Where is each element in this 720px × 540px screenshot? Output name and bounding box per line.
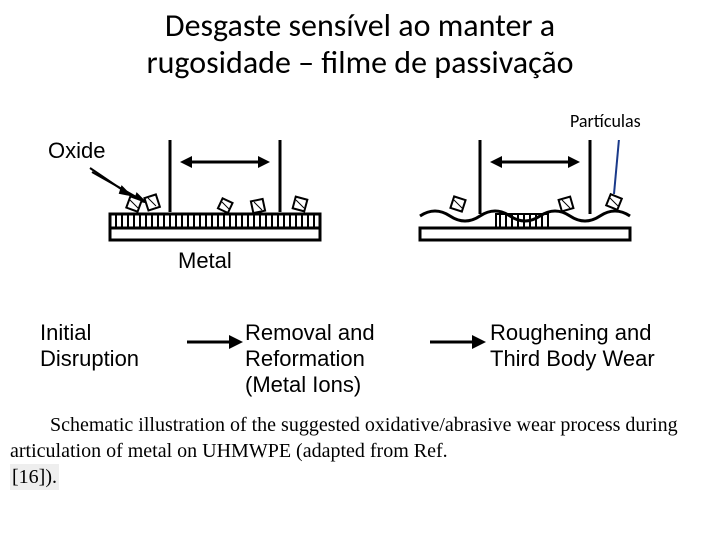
title-line-2: rugosidade – filme de passivação <box>146 43 573 82</box>
stage3-label: Roughening and Third Body Wear <box>490 320 655 372</box>
title-line-1: Desgaste sensível ao manter a <box>165 6 555 45</box>
stage1-line2: Disruption <box>40 346 139 371</box>
stage2-line2: Reformation <box>245 346 365 371</box>
metal-label: Metal <box>178 248 232 273</box>
oxide-label: Oxide <box>48 140 105 163</box>
figure-caption: Schematic illustration of the suggested … <box>10 412 710 490</box>
left-schematic <box>110 140 320 240</box>
stage2-line3: (Metal Ions) <box>245 372 361 397</box>
stage3-line1: Roughening and <box>490 320 651 345</box>
flow-arrow-2-icon <box>428 330 488 354</box>
particulas-pointer-icon <box>614 140 620 194</box>
caption-text: Schematic illustration of the suggested … <box>10 414 678 462</box>
oxide-pointer-icon <box>90 168 145 202</box>
flow-arrow-1-icon <box>185 330 245 354</box>
stage2-line1: Removal and <box>245 320 375 345</box>
caption-ref: [16]). <box>10 464 59 490</box>
stage1-label: Initial Disruption <box>40 320 139 372</box>
right-schematic <box>420 140 630 240</box>
stage1-line1: Initial <box>40 320 91 345</box>
particulas-annotation: Partículas <box>570 110 641 132</box>
stage2-label: Removal and Reformation (Metal Ions) <box>245 320 375 398</box>
stage3-line2: Third Body Wear <box>490 346 655 371</box>
wear-diagram: Oxide Metal <box>20 140 700 340</box>
page-title: Desgaste sensível ao manter a rugosidade… <box>0 0 720 82</box>
